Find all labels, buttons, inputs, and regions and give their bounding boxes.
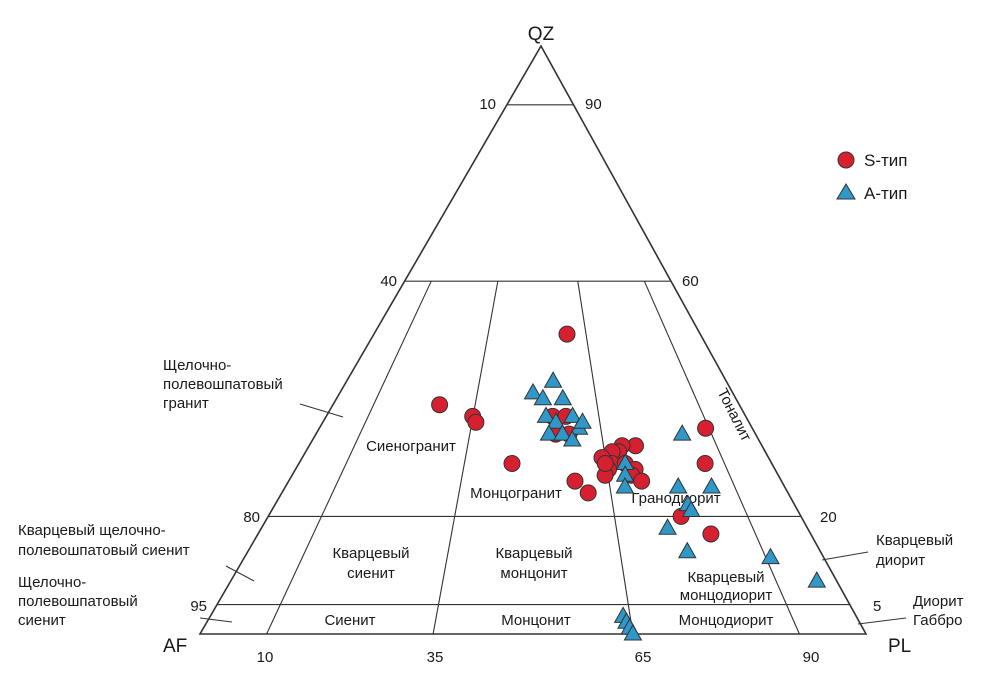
vertex-label-qz: QZ bbox=[528, 24, 555, 45]
point-a-type bbox=[702, 476, 721, 494]
tick-left-10: 10 bbox=[479, 96, 496, 113]
point-s-type bbox=[503, 455, 521, 472]
point-a-type bbox=[761, 547, 780, 565]
point-s-type bbox=[566, 472, 584, 490]
point-a-type bbox=[543, 371, 563, 388]
field-label-syenogranite: Сиеногранит bbox=[366, 438, 456, 455]
outer-label-quartz-diorite-line1: Кварцевый bbox=[876, 532, 953, 549]
point-a-type bbox=[523, 382, 543, 400]
field-label-quartz-syenite-line2: сиенит bbox=[347, 565, 395, 582]
point-a-type bbox=[563, 406, 582, 423]
point-a-type bbox=[553, 424, 572, 441]
legend-s-type-marker bbox=[837, 151, 855, 169]
tick-left-40: 40 bbox=[380, 273, 397, 290]
field-label-syenite: Сиенит bbox=[324, 612, 375, 629]
boundary-p35 bbox=[432, 281, 499, 635]
tick-bottom-65: 65 bbox=[635, 649, 652, 666]
point-a-type bbox=[623, 623, 643, 641]
outer-label-alkali-feldspar-syenite-line1: Щелочно- bbox=[18, 574, 86, 591]
field-label-quartz-syenite-line1: Кварцевый bbox=[332, 545, 409, 562]
point-a-type bbox=[536, 406, 556, 423]
outer-label-alkali-feldspar-granite-line3: гранит bbox=[163, 395, 209, 412]
boundary-p90 bbox=[643, 280, 800, 635]
vertex-label-pl: PL bbox=[888, 636, 911, 657]
triangle-outline bbox=[198, 44, 868, 635]
vertex-label-af: AF bbox=[163, 636, 187, 657]
point-a-type bbox=[546, 412, 566, 429]
triangle-edge bbox=[198, 44, 868, 635]
legend: S-тип A-тип bbox=[836, 151, 908, 203]
point-s-type bbox=[579, 484, 597, 502]
point-s-type bbox=[558, 325, 576, 343]
field-label-quartz-monzonite-line2: монцонит bbox=[500, 565, 567, 582]
point-s-type bbox=[431, 396, 449, 414]
label-leader-lines bbox=[199, 403, 907, 625]
tick-left-80: 80 bbox=[243, 509, 260, 526]
legend-a-type-label: A-тип bbox=[864, 184, 908, 203]
leader-alkali-feldspar-syenite bbox=[199, 617, 233, 623]
boundary-p10 bbox=[266, 280, 432, 635]
outer-label-alkali-feldspar-syenite-line2: полевошпатовый bbox=[18, 593, 138, 610]
legend-s-type-label: S-тип bbox=[864, 151, 908, 170]
point-a-type bbox=[533, 388, 553, 406]
legend-a-type-marker bbox=[836, 183, 856, 200]
point-a-type bbox=[539, 424, 559, 441]
point-a-type bbox=[672, 424, 692, 441]
outer-label-alkali-feldspar-granite-line2: полевошпатовый bbox=[163, 376, 283, 393]
point-s-type bbox=[702, 525, 720, 543]
field-boundaries bbox=[217, 104, 850, 635]
point-a-type bbox=[573, 412, 592, 429]
point-a-type bbox=[807, 571, 827, 588]
tick-left-95: 95 bbox=[190, 598, 207, 615]
point-s-type bbox=[596, 455, 614, 472]
field-label-quartz-monzodiorite-line2: монцодиорит bbox=[680, 587, 773, 604]
tick-bottom-10: 10 bbox=[257, 649, 274, 666]
field-label-quartz-monzodiorite-line1: Кварцевый bbox=[687, 569, 764, 586]
field-label-monzodiorite: Монцодиорит bbox=[679, 612, 774, 629]
point-s-type bbox=[696, 455, 714, 472]
leader-alkali-feldspar-granite bbox=[299, 403, 344, 418]
point-a-type bbox=[562, 429, 582, 447]
tick-right-5: 5 bbox=[873, 598, 881, 615]
field-label-quartz-monzonite-line1: Кварцевый bbox=[495, 545, 572, 562]
point-a-type bbox=[658, 518, 677, 535]
field-label-monzogranite: Монцогранит bbox=[470, 485, 562, 502]
point-s-type bbox=[697, 419, 715, 437]
leader-quartz-alkali-syenite bbox=[225, 565, 255, 582]
leader-diorite-gabbro bbox=[857, 617, 907, 625]
outer-label-quartz-diorite-line2: диорит bbox=[876, 552, 925, 569]
outer-label-alkali-feldspar-granite-line1: Щелочно- bbox=[163, 357, 231, 374]
data-points bbox=[431, 325, 827, 641]
point-s-type bbox=[633, 472, 651, 490]
tick-bottom-90: 90 bbox=[803, 649, 820, 666]
leader-quartz-diorite bbox=[821, 551, 869, 561]
outer-label-gabbro-line: Габбро bbox=[913, 612, 963, 629]
field-label-tonalite: Тоналит bbox=[714, 386, 755, 445]
point-s-type bbox=[467, 413, 485, 431]
field-label-monzonite: Монцонит bbox=[501, 612, 571, 629]
point-a-type bbox=[615, 476, 635, 494]
tick-right-60: 60 bbox=[682, 273, 699, 290]
outer-label-quartz-alkali-syenite-line2: полевошпатовый сиенит bbox=[18, 542, 190, 559]
outer-label-quartz-alkali-syenite-line1: Кварцевый щелочно- bbox=[18, 522, 166, 539]
point-a-type bbox=[681, 500, 701, 517]
point-a-type bbox=[677, 541, 697, 559]
tick-bottom-35: 35 bbox=[427, 649, 444, 666]
tick-right-20: 20 bbox=[820, 509, 837, 526]
field-label-granodiorite: Гранодиорит bbox=[631, 490, 720, 507]
outer-label-alkali-feldspar-syenite-line3: сиенит bbox=[18, 612, 66, 629]
point-a-type bbox=[553, 388, 573, 406]
tick-right-90: 90 bbox=[585, 96, 602, 113]
outer-label-diorite-line: Диорит bbox=[913, 593, 964, 610]
point-a-type bbox=[668, 476, 688, 494]
